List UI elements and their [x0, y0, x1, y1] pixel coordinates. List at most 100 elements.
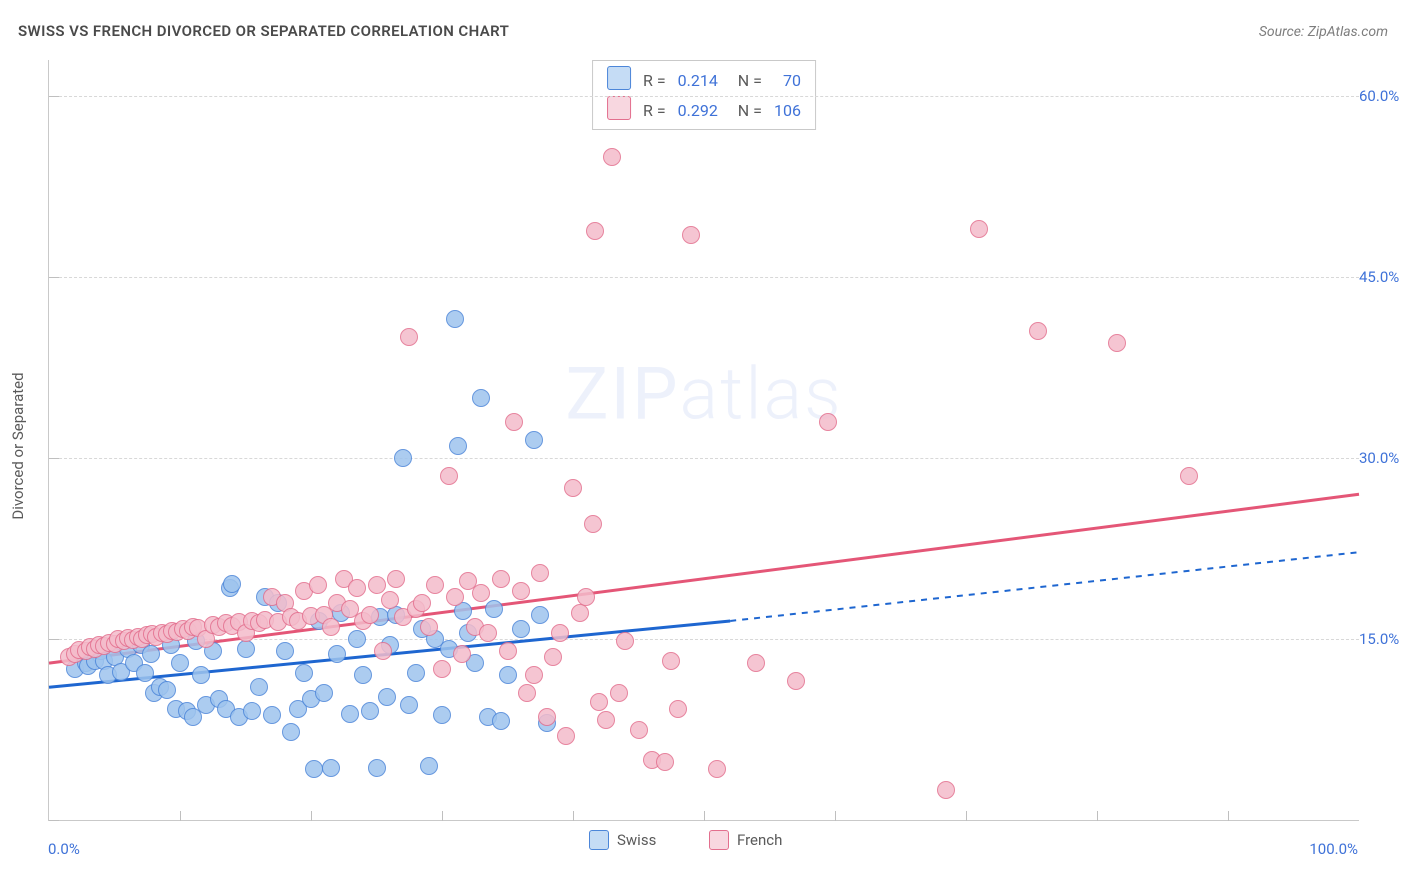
data-point-swiss	[512, 620, 530, 638]
y-tick-label: 45.0%	[1359, 268, 1406, 286]
data-point-french	[708, 760, 726, 778]
data-point-swiss	[136, 664, 154, 682]
data-point-swiss	[322, 759, 340, 777]
data-point-french	[616, 632, 634, 650]
data-point-french	[413, 594, 431, 612]
data-point-swiss	[282, 723, 300, 741]
data-point-swiss	[223, 575, 241, 593]
y-tick	[49, 820, 59, 821]
data-point-swiss	[171, 654, 189, 672]
data-point-swiss	[315, 684, 333, 702]
data-point-french	[538, 708, 556, 726]
data-point-french	[557, 727, 575, 745]
data-point-french	[479, 624, 497, 642]
data-point-swiss	[348, 630, 366, 648]
data-point-french	[453, 645, 471, 663]
data-point-swiss	[368, 759, 386, 777]
data-point-swiss	[446, 310, 464, 328]
data-point-french	[381, 591, 399, 609]
data-point-swiss	[485, 600, 503, 618]
data-point-swiss	[407, 664, 425, 682]
data-point-french	[361, 606, 379, 624]
data-point-french	[787, 672, 805, 690]
data-point-french	[433, 660, 451, 678]
data-point-french	[584, 515, 602, 533]
data-point-french	[662, 652, 680, 670]
scatter-plot: ZIPatlas R =0.214 N =70R =0.292 N =106 1…	[48, 60, 1359, 821]
source-label: Source: ZipAtlas.com	[1259, 24, 1388, 40]
data-point-swiss	[420, 757, 438, 775]
data-point-french	[1029, 322, 1047, 340]
data-point-french	[577, 588, 595, 606]
data-point-french	[400, 328, 418, 346]
data-point-french	[747, 654, 765, 672]
data-point-french	[426, 576, 444, 594]
data-point-french	[571, 604, 589, 622]
data-point-french	[420, 618, 438, 636]
data-point-french	[630, 721, 648, 739]
data-point-swiss	[378, 688, 396, 706]
data-point-french	[472, 584, 490, 602]
data-point-swiss	[276, 642, 294, 660]
data-point-swiss	[433, 706, 451, 724]
data-point-french	[586, 222, 604, 240]
data-point-french	[387, 570, 405, 588]
data-point-french	[610, 684, 628, 702]
data-point-french	[603, 148, 621, 166]
data-point-french	[499, 642, 517, 660]
y-tick-label: 60.0%	[1359, 87, 1406, 105]
data-point-french	[518, 684, 536, 702]
x-max-label: 100.0%	[1309, 840, 1358, 858]
data-point-swiss	[328, 645, 346, 663]
data-point-swiss	[400, 696, 418, 714]
data-point-swiss	[354, 666, 372, 684]
data-point-french	[440, 467, 458, 485]
data-point-french	[597, 711, 615, 729]
data-point-swiss	[237, 640, 255, 658]
data-point-swiss	[499, 666, 517, 684]
data-point-swiss	[305, 760, 323, 778]
data-point-swiss	[531, 606, 549, 624]
data-point-french	[682, 226, 700, 244]
data-point-french	[1108, 334, 1126, 352]
data-point-french	[590, 693, 608, 711]
data-point-french	[446, 588, 464, 606]
data-point-french	[551, 624, 569, 642]
data-point-french	[937, 781, 955, 799]
y-tick-label: 15.0%	[1359, 630, 1406, 648]
data-point-swiss	[449, 437, 467, 455]
data-point-french	[669, 700, 687, 718]
data-point-swiss	[492, 712, 510, 730]
data-point-swiss	[263, 706, 281, 724]
data-point-french	[512, 582, 530, 600]
chart-title: SWISS VS FRENCH DIVORCED OR SEPARATED CO…	[18, 22, 509, 40]
data-point-swiss	[525, 431, 543, 449]
data-point-swiss	[394, 449, 412, 467]
data-point-french	[656, 753, 674, 771]
data-point-french	[525, 666, 543, 684]
data-point-swiss	[192, 666, 210, 684]
data-point-french	[505, 413, 523, 431]
data-point-french	[970, 220, 988, 238]
data-point-swiss	[361, 702, 379, 720]
data-point-swiss	[472, 389, 490, 407]
data-point-french	[368, 576, 386, 594]
data-point-swiss	[341, 705, 359, 723]
data-point-french	[819, 413, 837, 431]
data-point-french	[309, 576, 327, 594]
y-axis-label: Divorced or Separated	[9, 372, 27, 519]
data-point-swiss	[250, 678, 268, 696]
data-point-french	[544, 648, 562, 666]
data-point-french	[374, 642, 392, 660]
data-point-french	[348, 579, 366, 597]
data-point-swiss	[295, 664, 313, 682]
data-point-french	[492, 570, 510, 588]
data-point-french	[564, 479, 582, 497]
data-point-french	[322, 618, 340, 636]
data-point-french	[1180, 467, 1198, 485]
data-point-swiss	[158, 681, 176, 699]
data-point-swiss	[243, 702, 261, 720]
y-tick-label: 30.0%	[1359, 449, 1406, 467]
data-point-french	[531, 564, 549, 582]
x-min-label: 0.0%	[48, 840, 80, 858]
